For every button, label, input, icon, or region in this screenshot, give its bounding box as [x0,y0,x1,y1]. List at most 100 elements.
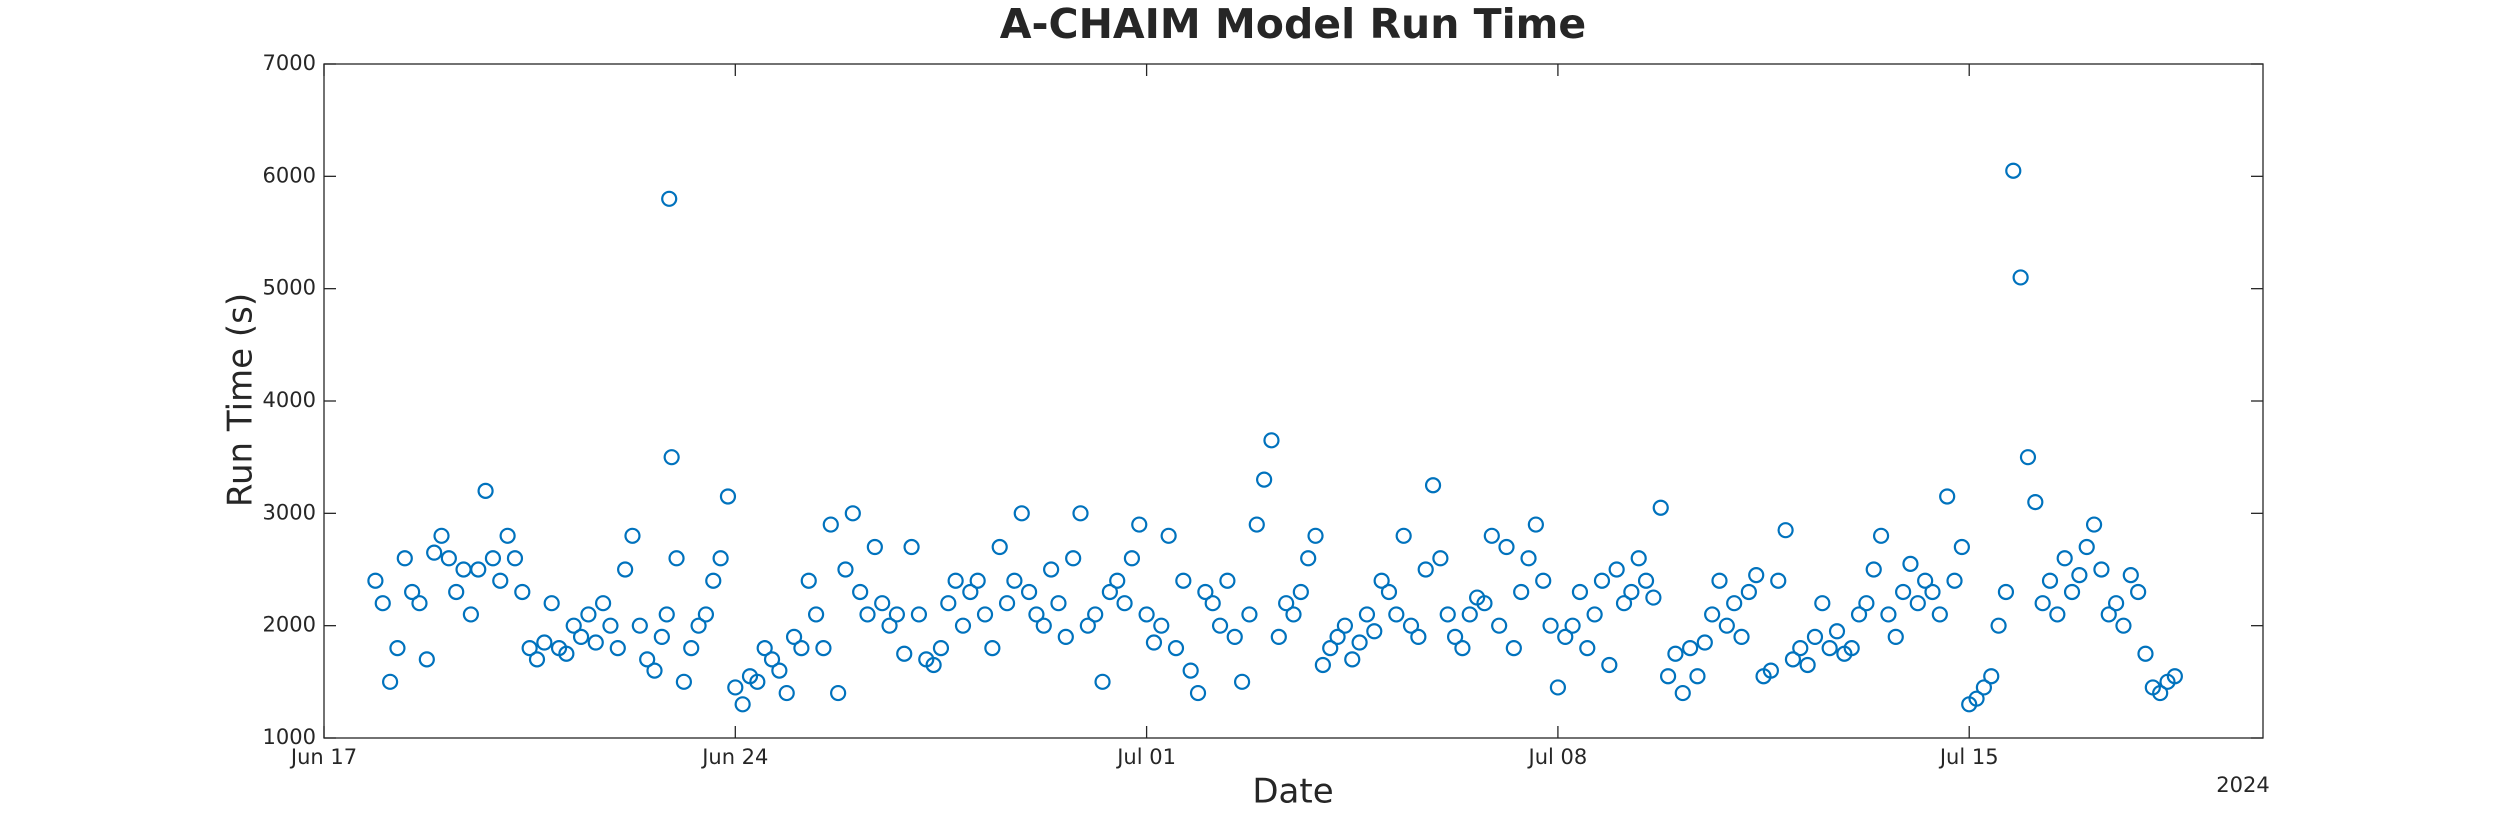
data-point [1344,651,1361,668]
x-tick-label: Jul 08 [1527,745,1588,769]
data-point [1476,595,1493,612]
data-point [1270,628,1287,646]
data-point [396,550,413,567]
data-point [749,673,766,690]
data-point [470,561,487,578]
data-point [866,538,883,556]
data-point [1821,640,1838,657]
data-point [653,628,670,646]
data-point [1593,572,1611,589]
data-point [1329,628,1346,646]
data-point [1300,550,1317,567]
data-point [976,606,994,623]
data-point [705,572,722,589]
data-point [1799,656,1816,674]
data-point [1483,527,1500,544]
data-point [587,634,604,651]
data-point [954,617,972,634]
data-point [1586,606,1603,623]
data-point [1740,583,1757,601]
data-point [844,505,861,522]
y-tick-label: 7000 [263,51,316,75]
data-point [1917,572,1934,589]
data-point [1167,640,1185,657]
data-point [1417,561,1434,578]
data-point [1351,634,1368,651]
data-point [793,640,810,657]
data-point [1667,645,1684,662]
data-point [433,527,450,544]
data-point [1806,628,1824,646]
data-point [969,572,986,589]
data-point [1645,589,1662,606]
data-point [778,684,795,702]
chart-title: A-CHAIM Model Run Time [1000,0,1586,48]
data-point [1358,606,1376,623]
data-point [1762,662,1780,679]
data-point [998,595,1016,612]
data-point [1498,538,1515,556]
data-point [2115,617,2132,634]
y-axis-label: Run Time (s) [221,293,261,507]
data-point [484,550,502,567]
data-point [2137,645,2154,662]
data-point [1549,679,1567,696]
data-point [1410,628,1427,646]
data-point [2152,684,2169,702]
data-point [1637,572,1655,589]
data-point [1733,628,1750,646]
data-point [1336,617,1354,634]
data-point [1579,640,1596,657]
data-point [1748,567,1765,584]
data-point [837,561,854,578]
data-point [1931,606,1948,623]
data-point [2012,269,2029,286]
data-point [477,482,494,499]
data-point [2005,162,2022,179]
data-point [1997,583,2015,601]
data-point [2027,494,2044,511]
data-point [1696,634,1713,651]
data-point [646,662,663,679]
data-point [1241,606,1258,623]
data-point [1116,595,1133,612]
y-tick-label: 2000 [263,613,316,637]
data-point [1564,617,1581,634]
data-point [521,640,538,657]
data-point [1887,628,1904,646]
data-point [1726,595,1743,612]
data-point [1718,617,1735,634]
data-point [1939,488,1956,505]
data-point [440,550,457,567]
data-point [1057,628,1074,646]
data-point [499,527,516,544]
data-point [683,640,700,657]
data-point [1792,640,1809,657]
data-point [1182,662,1199,679]
x-axis-label: Date [1252,772,1333,812]
data-point [756,640,773,657]
data-point [1072,505,1089,522]
data-point [1990,617,2007,634]
data-point [1880,606,1897,623]
data-point [712,550,729,567]
data-point [1079,617,1096,634]
data-point [830,684,847,702]
data-point [1454,640,1471,657]
data-point [2078,538,2095,556]
data-point [763,651,781,668]
data-point [389,640,406,657]
data-point [661,190,678,207]
data-point [1652,499,1669,516]
data-point [1814,595,1831,612]
data-point [807,606,825,623]
data-point [1278,595,1295,612]
data-point [1446,628,1464,646]
data-point [1946,572,1963,589]
data-point [1402,617,1420,634]
data-point [1711,572,1728,589]
x-tick-label: Jun 17 [289,745,357,769]
data-point [658,606,675,623]
data-point [785,628,803,646]
